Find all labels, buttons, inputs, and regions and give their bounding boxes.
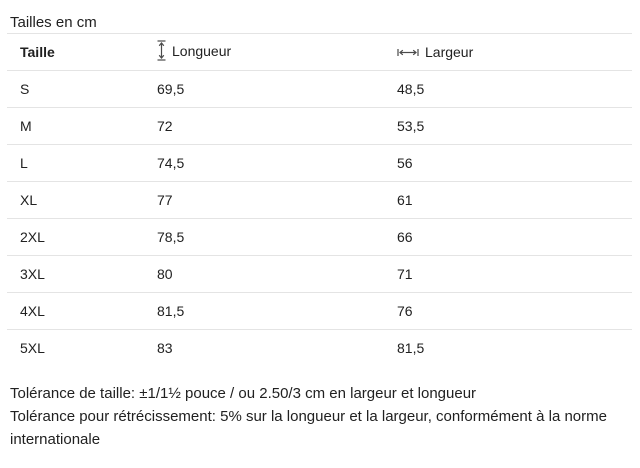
largeur-cell: 61 xyxy=(397,181,632,219)
largeur-cell: 48,5 xyxy=(397,70,632,108)
width-measure-icon xyxy=(397,48,419,57)
table-row: 5XL 83 81,5 xyxy=(7,330,632,367)
size-chart-table: Taille Longueur xyxy=(7,33,632,367)
size-cell: 5XL xyxy=(20,340,45,357)
largeur-cell: 53,5 xyxy=(397,107,632,145)
table-row: S 69,5 48,5 xyxy=(7,70,632,108)
tolerance-notes: Tolérance de taille: ±1/1½ pouce / ou 2.… xyxy=(10,382,612,451)
table-row: 2XL 78,5 66 xyxy=(7,218,632,256)
longueur-cell: 78,5 xyxy=(157,218,397,256)
size-cell: M xyxy=(7,107,157,145)
largeur-cell: 81,5 xyxy=(397,340,425,357)
size-cell: 4XL xyxy=(7,292,157,330)
tolerance-size-note: Tolérance de taille: ±1/1½ pouce / ou 2.… xyxy=(10,384,477,402)
longueur-cell: 80 xyxy=(157,255,397,293)
largeur-cell: 66 xyxy=(397,218,632,256)
table-row: L 74,5 56 xyxy=(7,144,632,182)
size-cell: 3XL xyxy=(7,255,157,293)
column-header-taille: Taille xyxy=(7,33,157,71)
tolerance-shrink-note: Tolérance pour rétrécissement: 5% sur la… xyxy=(10,407,607,448)
table-row: M 72 53,5 xyxy=(7,107,632,145)
size-cell: 2XL xyxy=(7,218,157,256)
height-measure-icon xyxy=(157,40,166,61)
largeur-cell: 76 xyxy=(397,292,632,330)
column-header-largeur: Largeur xyxy=(397,33,632,71)
table-row: 3XL 80 71 xyxy=(7,255,632,293)
table-row: XL 77 61 xyxy=(7,181,632,219)
size-cell: XL xyxy=(7,181,157,219)
size-cell: L xyxy=(7,144,157,182)
table-header-row: Taille Longueur xyxy=(7,33,632,71)
largeur-cell: 71 xyxy=(397,255,632,293)
longueur-cell: 81,5 xyxy=(157,292,397,330)
column-header-longueur: Longueur xyxy=(157,33,397,71)
largeur-cell: 56 xyxy=(397,144,632,182)
column-header-label: Longueur xyxy=(172,42,232,59)
table-row: 4XL 81,5 76 xyxy=(7,292,632,330)
longueur-cell: 83 xyxy=(157,340,173,357)
longueur-cell: 72 xyxy=(157,107,397,145)
size-cell: S xyxy=(7,70,157,108)
longueur-cell: 77 xyxy=(157,181,397,219)
column-header-label: Largeur xyxy=(425,44,474,61)
longueur-cell: 74,5 xyxy=(157,144,397,182)
longueur-cell: 69,5 xyxy=(157,70,397,108)
page-title: Tailles en cm xyxy=(10,14,97,31)
